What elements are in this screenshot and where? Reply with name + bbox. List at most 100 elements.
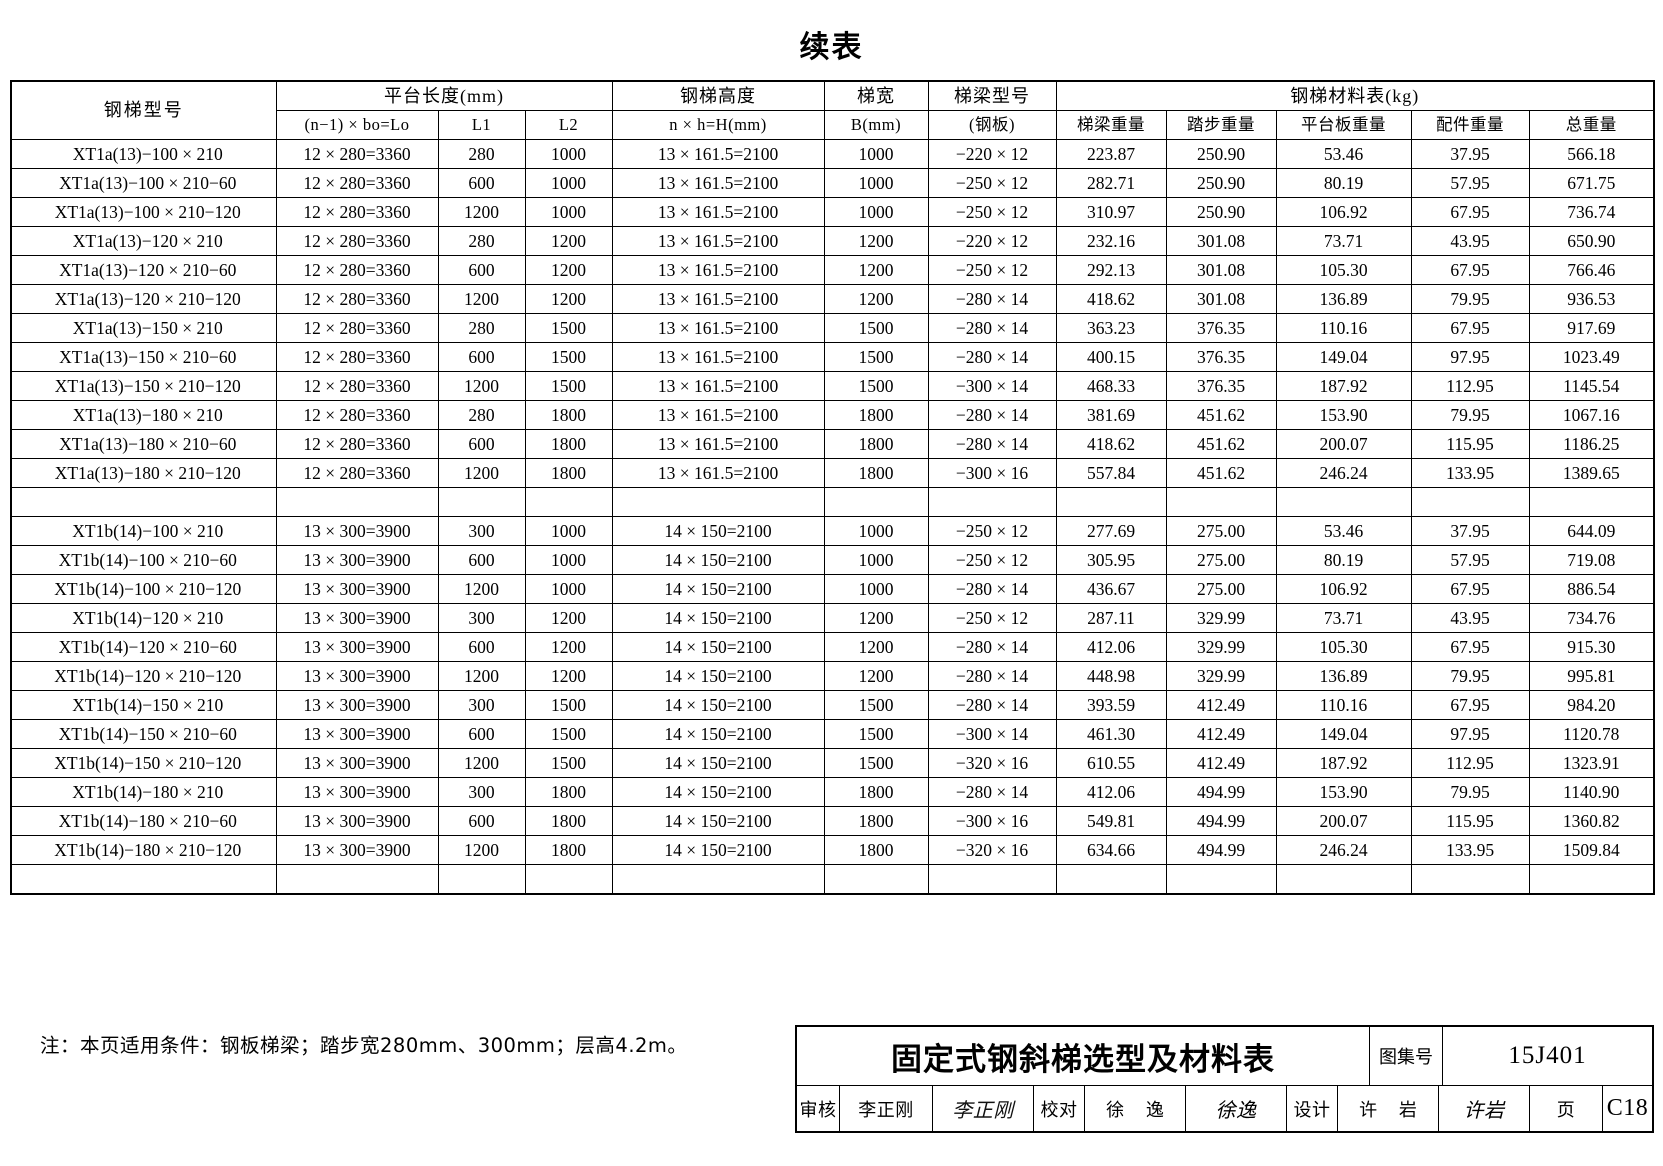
cell-w_total: 1145.54	[1528, 371, 1655, 401]
cell-h: 13 × 161.5=2100	[611, 371, 825, 401]
cell-l2: 1000	[524, 574, 613, 604]
cell-w_beam: 277.69	[1055, 516, 1167, 546]
cell-beam: −300 × 14	[927, 719, 1057, 749]
cell-b: 1500	[823, 748, 929, 778]
cell-model: XT1a(13)−120 × 210	[10, 226, 277, 256]
cell-h: 14 × 150=2100	[611, 516, 825, 546]
table-row: XT1b(14)−150 × 210−120 13 × 300=3900 1200 1…	[10, 748, 1655, 778]
atlas-number-label: 图集号	[1370, 1027, 1443, 1085]
cell-beam: −250 × 12	[927, 516, 1057, 546]
cell-l2: 1200	[524, 226, 613, 256]
cell-l2: 1200	[524, 284, 613, 314]
cell-beam: −250 × 12	[927, 255, 1057, 285]
cell-w_beam: 418.62	[1055, 429, 1167, 459]
cell-beam: −280 × 14	[927, 429, 1057, 459]
cell-model: XT1b(14)−150 × 210−120	[10, 748, 277, 778]
cell-l2	[524, 487, 613, 517]
cell-w_total: 766.46	[1528, 255, 1655, 285]
title-block-row-main: 固定式钢斜梯选型及材料表 图集号 15J401	[797, 1027, 1652, 1086]
cell-w_plat: 105.30	[1275, 255, 1412, 285]
cell-w_acc: 79.95	[1410, 400, 1530, 430]
cell-w_beam: 393.59	[1055, 690, 1167, 720]
cell-w_total: 734.76	[1528, 603, 1655, 633]
cell-w_total: 917.69	[1528, 313, 1655, 343]
cell-w_acc: 67.95	[1410, 255, 1530, 285]
cell-w_plat: 136.89	[1275, 661, 1412, 691]
cell-l1: 300	[437, 603, 526, 633]
subcol-width: B(mm)	[823, 110, 929, 140]
cell-b: 1200	[823, 661, 929, 691]
cell-l1	[437, 864, 526, 895]
cell-model: XT1a(13)−150 × 210	[10, 313, 277, 343]
table-row: XT1a(13)−150 × 210 12 × 280=3360 280 1500 13…	[10, 313, 1655, 343]
page-label: 页	[1530, 1086, 1603, 1131]
cell-lo: 13 × 300=3900	[275, 661, 439, 691]
table-row: XT1b(14)−180 × 210−120 13 × 300=3900 1200 1…	[10, 835, 1655, 865]
cell-lo: 12 × 280=3360	[275, 168, 439, 198]
subcol-steel-plate: (钢板)	[927, 110, 1057, 140]
cell-lo: 13 × 300=3900	[275, 545, 439, 575]
cell-w_step: 275.00	[1165, 516, 1277, 546]
cell-w_total: 1509.84	[1528, 835, 1655, 865]
cell-w_acc: 115.95	[1410, 806, 1530, 836]
cell-w_total: 995.81	[1528, 661, 1655, 691]
cell-h: 13 × 161.5=2100	[611, 429, 825, 459]
cell-model: XT1b(14)−180 × 210−120	[10, 835, 277, 865]
cell-model: XT1b(14)−150 × 210−60	[10, 719, 277, 749]
cell-w_step: 250.90	[1165, 168, 1277, 198]
cell-w_step: 494.99	[1165, 806, 1277, 836]
cell-b	[823, 864, 929, 895]
cell-w_plat: 105.30	[1275, 632, 1412, 662]
cell-beam: −280 × 14	[927, 661, 1057, 691]
cell-w_step: 301.08	[1165, 255, 1277, 285]
cell-w_acc: 79.95	[1410, 284, 1530, 314]
table-row: XT1b(14)−180 × 210−60 13 × 300=3900 600 180…	[10, 806, 1655, 836]
cell-w_total: 984.20	[1528, 690, 1655, 720]
design-label: 设计	[1287, 1086, 1338, 1131]
cell-w_acc: 67.95	[1410, 313, 1530, 343]
cell-lo: 13 × 300=3900	[275, 806, 439, 836]
cell-w_total: 915.30	[1528, 632, 1655, 662]
cell-b: 1000	[823, 197, 929, 227]
cell-h	[611, 487, 825, 517]
cell-w_beam	[1055, 487, 1167, 517]
cell-l1: 600	[437, 545, 526, 575]
cell-b: 1800	[823, 458, 929, 488]
cell-l2: 1800	[524, 400, 613, 430]
cell-b: 1000	[823, 545, 929, 575]
cell-w_acc: 37.95	[1410, 516, 1530, 546]
subcol-accessory-weight: 配件重量	[1410, 110, 1530, 140]
cell-b: 1200	[823, 632, 929, 662]
cell-w_plat: 149.04	[1275, 719, 1412, 749]
cell-w_acc: 57.95	[1410, 168, 1530, 198]
cell-w_plat: 53.46	[1275, 516, 1412, 546]
cell-w_step: 376.35	[1165, 371, 1277, 401]
cell-model: XT1a(13)−100 × 210−120	[10, 197, 277, 227]
cell-b: 1500	[823, 690, 929, 720]
title-block: 固定式钢斜梯选型及材料表 图集号 15J401 审核 李正刚 李正刚 校对 徐 …	[795, 1025, 1654, 1133]
table-row: XT1a(13)−180 × 210 12 × 280=3360 280 1800 13…	[10, 400, 1655, 430]
cell-b: 1800	[823, 835, 929, 865]
review-label: 审核	[797, 1086, 840, 1131]
cell-w_beam: 557.84	[1055, 458, 1167, 488]
table-header: 钢梯型号 平台长度(mm) 钢梯高度 梯宽 梯梁型号 钢梯材料表(kg) (n−…	[10, 80, 1655, 140]
cell-w_step: 494.99	[1165, 835, 1277, 865]
cell-b: 1800	[823, 806, 929, 836]
cell-w_step: 451.62	[1165, 458, 1277, 488]
cell-l2: 1200	[524, 255, 613, 285]
cell-model: XT1b(14)−100 × 210	[10, 516, 277, 546]
cell-b: 1000	[823, 168, 929, 198]
cell-w_plat: 80.19	[1275, 545, 1412, 575]
cell-h: 14 × 150=2100	[611, 777, 825, 807]
cell-w_total	[1528, 864, 1655, 895]
cell-w_beam: 305.95	[1055, 545, 1167, 575]
cell-b: 1500	[823, 719, 929, 749]
cell-w_total: 936.53	[1528, 284, 1655, 314]
cell-w_step: 451.62	[1165, 400, 1277, 430]
cell-beam: −320 × 16	[927, 748, 1057, 778]
cell-w_total: 1389.65	[1528, 458, 1655, 488]
cell-beam: −320 × 16	[927, 835, 1057, 865]
design-signature: 许岩	[1439, 1086, 1530, 1131]
cell-lo: 12 × 280=3360	[275, 255, 439, 285]
cell-l1: 1200	[437, 458, 526, 488]
